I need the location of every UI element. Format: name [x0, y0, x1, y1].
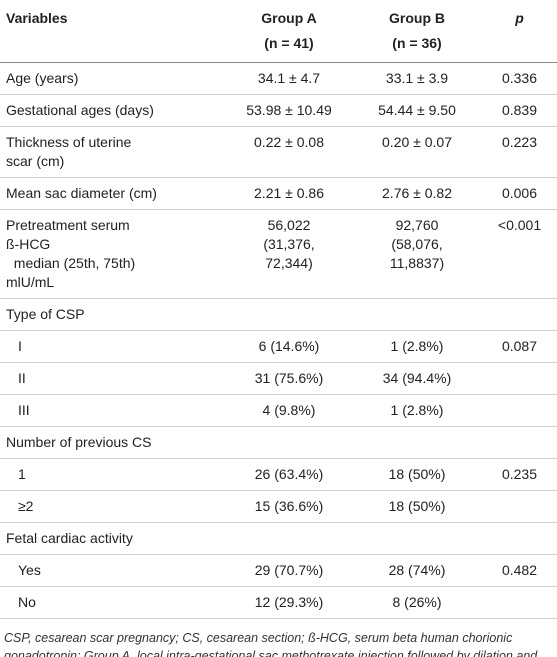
cell-line: ß-HCG [6, 236, 51, 252]
footnote: CSP, cesarean scar pregnancy; CS, cesare… [4, 631, 538, 657]
table-cell: 0.223 [480, 126, 557, 178]
section-label: Fetal cardiac activity [0, 522, 557, 555]
table-cell: 31 (75.6%) [224, 362, 352, 395]
table-cell: I [0, 330, 224, 363]
table-cell: 6 (14.6%) [224, 330, 352, 363]
table-cell: 12 (29.3%) [224, 586, 352, 619]
table-cell: 0.235 [480, 458, 557, 491]
table-cell: Age (years) [0, 62, 224, 95]
header-text: Group B [389, 10, 445, 26]
section-label: Type of CSP [0, 298, 557, 331]
cell-line: (31,376, [263, 236, 315, 252]
section-row: Fetal cardiac activity [0, 522, 557, 555]
table-cell: Yes [0, 554, 224, 587]
table-cell: 53.98 ± 10.49 [224, 94, 352, 127]
table-row: III 4 (9.8%) 1 (2.8%) [0, 394, 557, 427]
table-cell: 33.1 ± 3.9 [352, 62, 480, 95]
header-cell: p [480, 0, 557, 63]
table-cell: III [0, 394, 224, 427]
table-cell: ≥2 [0, 490, 224, 523]
table-cell: 15 (36.6%) [224, 490, 352, 523]
header-text: (n = 41) [264, 35, 314, 51]
table-cell: 28 (74%) [352, 554, 480, 587]
cell-line: mlU/mL [6, 274, 55, 290]
cell-line: 92,760 [395, 217, 439, 233]
table-row: II 31 (75.6%) 34 (94.4%) [0, 362, 557, 395]
table-cell: 0.482 [480, 554, 557, 587]
table-cell: II [0, 362, 224, 395]
table-cell: 34 (94.4%) [352, 362, 480, 395]
table-cell: Thickness of uterine scar (cm) [0, 126, 224, 178]
header-text: Group A [261, 10, 317, 26]
section-row: Number of previous CS [0, 426, 557, 459]
table-cell: Mean sac diameter (cm) [0, 177, 224, 210]
header-text: p [515, 10, 524, 26]
cell-line: 11,8837) [389, 255, 445, 271]
table-cell [480, 586, 557, 619]
table-cell: 4 (9.8%) [224, 394, 352, 427]
table-row: Mean sac diameter (cm) 2.21 ± 0.86 2.76 ± … [0, 177, 557, 210]
cell-line: scar (cm) [6, 153, 65, 169]
table-cell: 1 (2.8%) [352, 394, 480, 427]
table-cell [480, 490, 557, 523]
table-cell: 0.006 [480, 177, 557, 210]
cell-line: (58,076, [391, 236, 443, 252]
table-cell: No [0, 586, 224, 619]
header-cell: Group A (n = 41) [224, 0, 352, 63]
table-row: Pretreatment serum ß-HCG median (25th, 75… [0, 209, 557, 299]
header-cell: Variables [0, 0, 224, 63]
table-cell: 18 (50%) [352, 490, 480, 523]
table-cell: 0.20 ± 0.07 [352, 126, 480, 178]
table-cell: 8 (26%) [352, 586, 480, 619]
table-cell: 2.76 ± 0.82 [352, 177, 480, 210]
table-row: No 12 (29.3%) 8 (26%) [0, 586, 557, 619]
table-row: Gestational ages (days) 53.98 ± 10.49 54.4… [0, 94, 557, 127]
table-cell: 1 [0, 458, 224, 491]
table-cell: 0.22 ± 0.08 [224, 126, 352, 178]
header-text: Variables [6, 10, 68, 26]
table-cell [480, 394, 557, 427]
table-cell: 92,760 (58,076, 11,8837) [352, 209, 480, 299]
table-cell: Pretreatment serum ß-HCG median (25th, 75… [0, 209, 224, 299]
table-row: Thickness of uterine scar (cm) 0.22 ± 0.08… [0, 126, 557, 178]
data-table: Variables Group A (n = 41) Group B (n = 36… [0, 0, 557, 619]
table-cell: 1 (2.8%) [352, 330, 480, 363]
section-row: Type of CSP [0, 298, 557, 331]
cell-line: Thickness of uterine [6, 134, 132, 150]
table-cell: 54.44 ± 9.50 [352, 94, 480, 127]
table-cell: 0.336 [480, 62, 557, 95]
cell-line: 72,344) [265, 255, 313, 271]
section-label: Number of previous CS [0, 426, 557, 459]
table-row: 1 26 (63.4%) 18 (50%) 0.235 [0, 458, 557, 491]
header-cell: Group B (n = 36) [352, 0, 480, 63]
table-cell: 56,022 (31,376, 72,344) [224, 209, 352, 299]
cell-line: median (25th, 75th) [6, 255, 136, 271]
table-cell: 18 (50%) [352, 458, 480, 491]
table-cell: 34.1 ± 4.7 [224, 62, 352, 95]
cell-line: Pretreatment serum [6, 217, 130, 233]
table-row: Yes 29 (70.7%) 28 (74%) 0.482 [0, 554, 557, 587]
table-row: ≥2 15 (36.6%) 18 (50%) [0, 490, 557, 523]
table-cell [480, 362, 557, 395]
header-row: Variables Group A (n = 41) Group B (n = 36… [0, 0, 557, 63]
header-text: (n = 36) [392, 35, 442, 51]
table-cell: Gestational ages (days) [0, 94, 224, 127]
table-cell: 0.087 [480, 330, 557, 363]
table-row: Age (years) 34.1 ± 4.7 33.1 ± 3.9 0.336 [0, 62, 557, 95]
table-cell: 0.839 [480, 94, 557, 127]
table-cell: <0.001 [480, 209, 557, 299]
cell-line: 56,022 [267, 217, 311, 233]
table-cell: 2.21 ± 0.86 [224, 177, 352, 210]
table-cell: 26 (63.4%) [224, 458, 352, 491]
table-cell: 29 (70.7%) [224, 554, 352, 587]
